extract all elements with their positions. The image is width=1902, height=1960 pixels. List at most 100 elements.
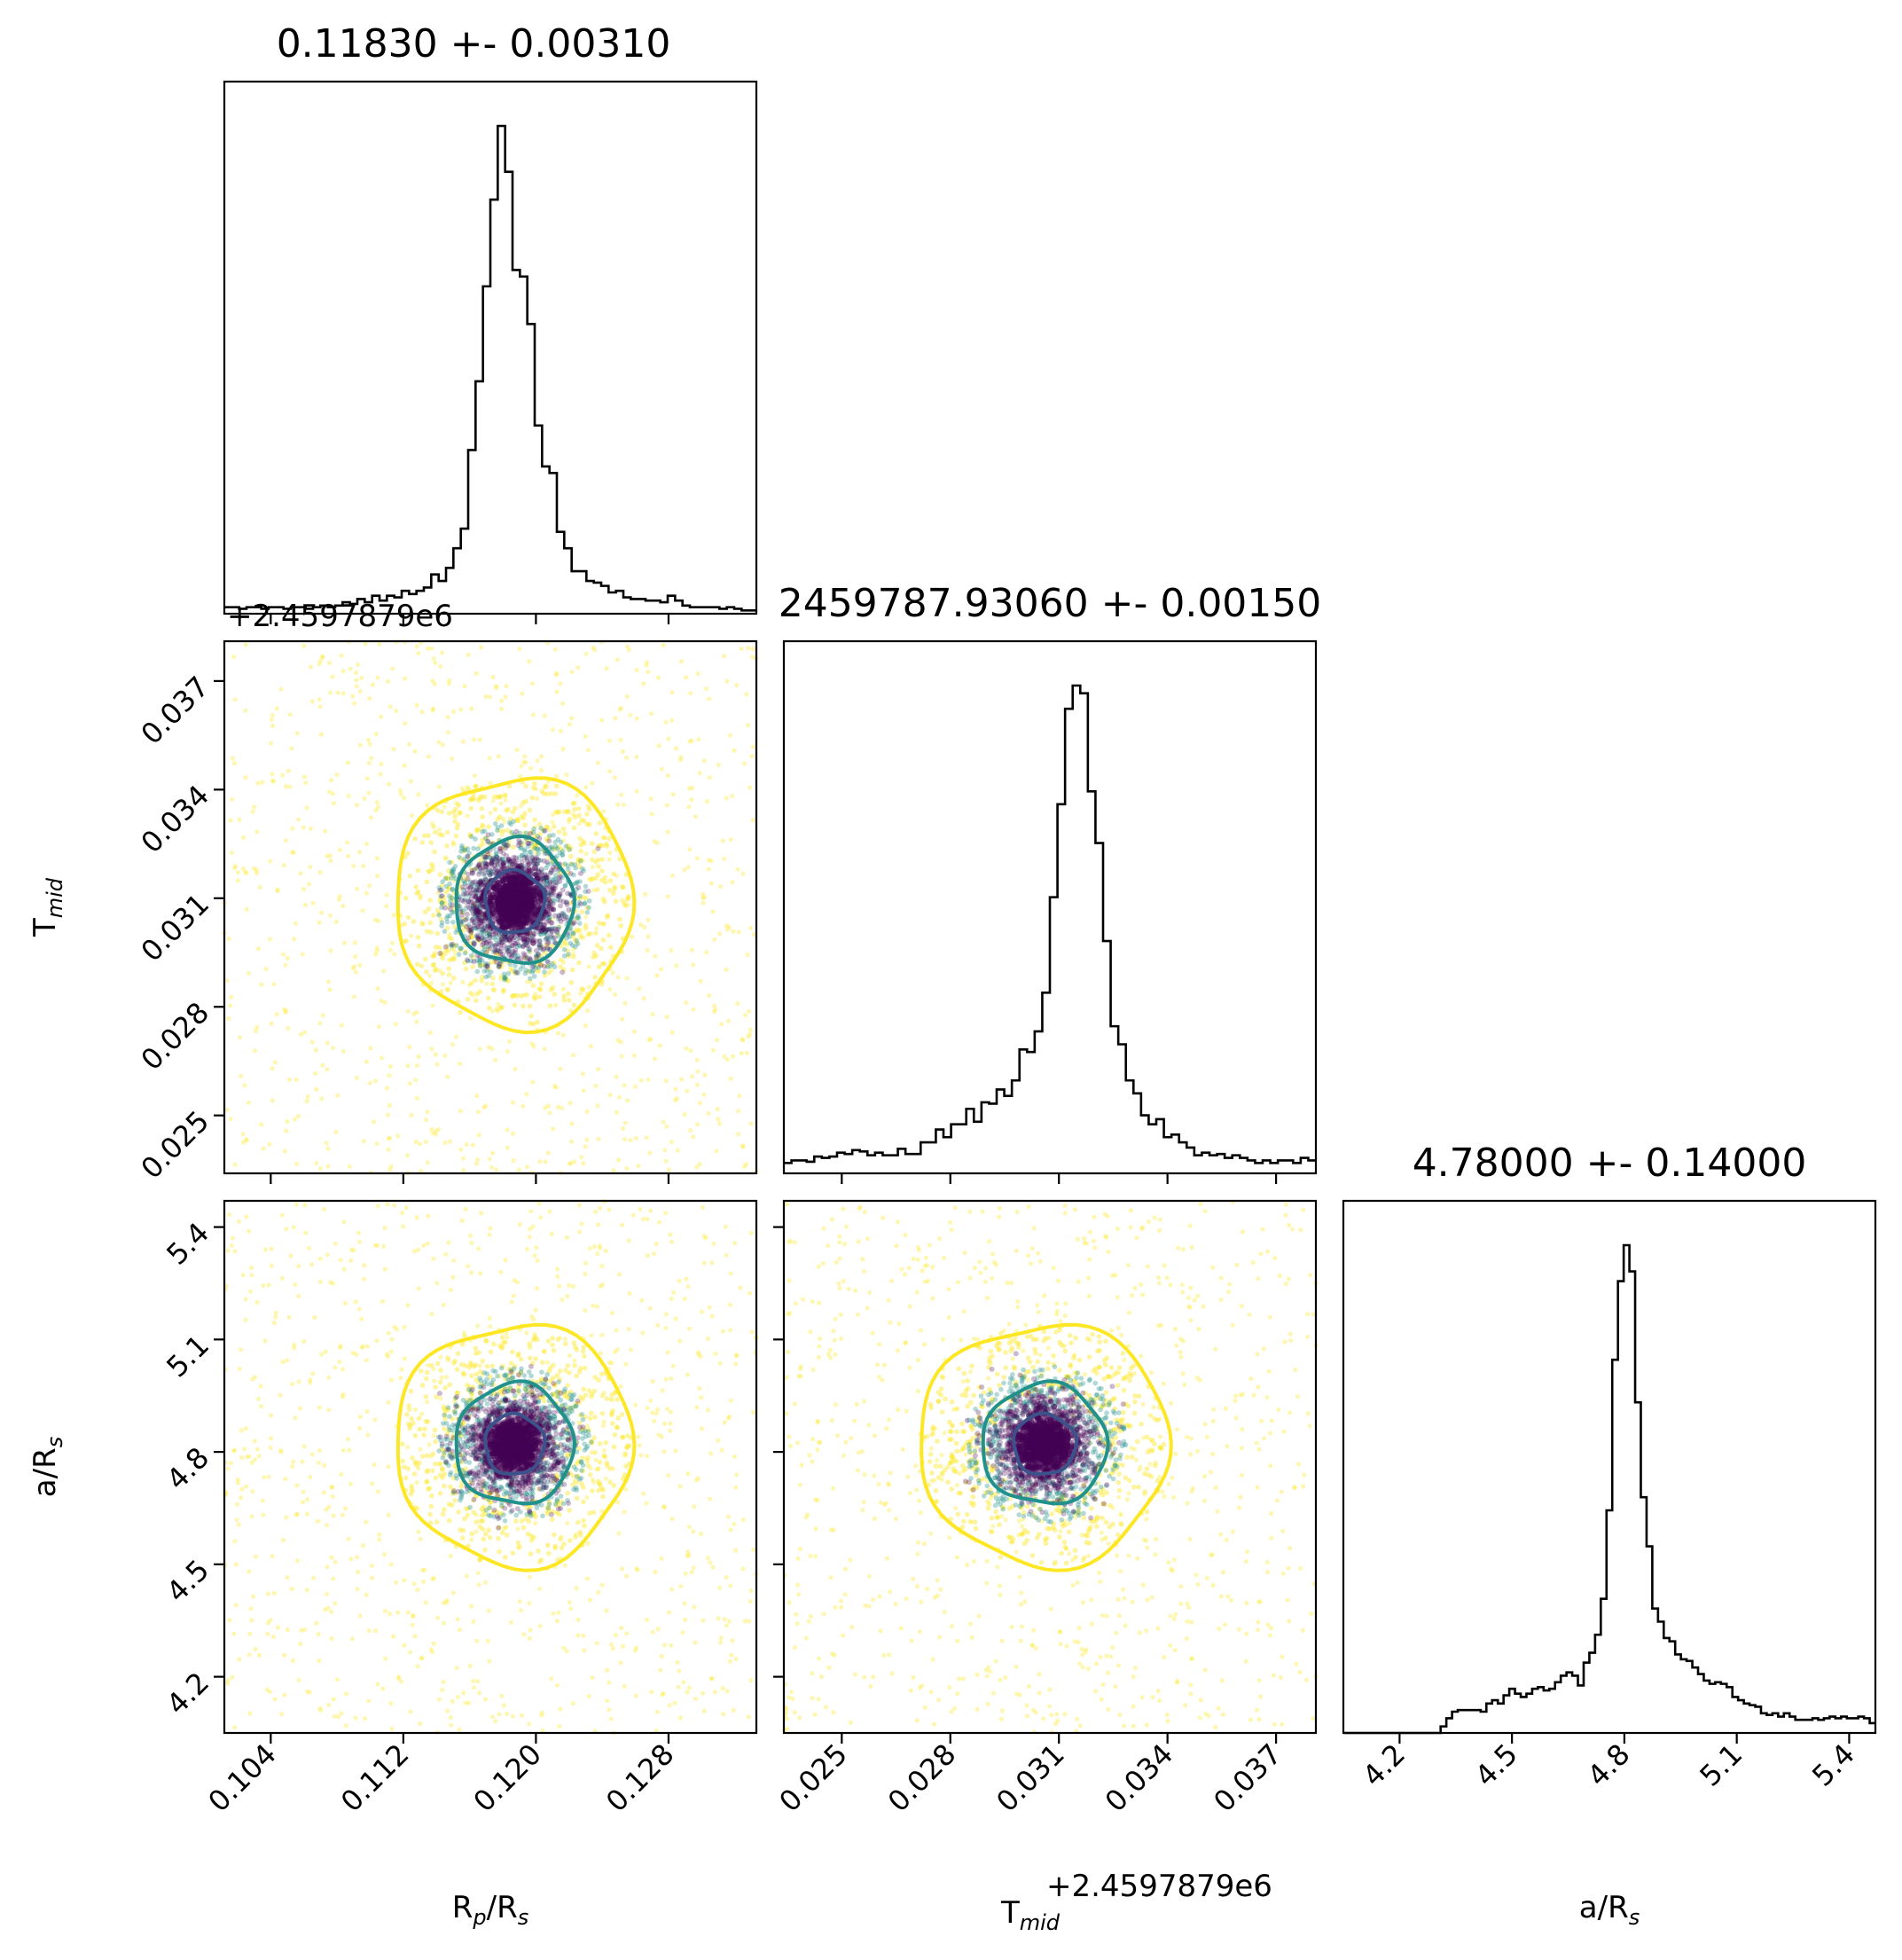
scatter-rp-ars-point — [639, 1298, 645, 1303]
scatter-rp-tmid-point — [590, 876, 596, 882]
scatter-rp-tmid-point — [549, 943, 555, 949]
scatter-rp-tmid-point — [548, 934, 553, 940]
scatter-rp-tmid-point — [624, 1165, 630, 1171]
scatter-rp-tmid-point — [574, 937, 579, 944]
scatter-rp-ars-point — [424, 1399, 430, 1405]
scatter-rp-ars-point — [469, 1603, 474, 1609]
scatter-rp-tmid-point — [521, 1103, 526, 1109]
scatter-rp-tmid-point — [405, 914, 411, 921]
scatter-rp-tmid-point — [748, 1121, 754, 1126]
scatter-rp-ars-point — [647, 1208, 654, 1213]
scatter-rp-tmid-point — [356, 850, 363, 855]
scatter-rp-ars-point — [666, 1473, 671, 1478]
scatter-rp-tmid-point — [537, 962, 544, 968]
scatter-rp-tmid-point — [571, 930, 576, 937]
scatter-rp-ars-point — [684, 1276, 689, 1282]
scatter-rp-tmid-point — [670, 792, 676, 797]
scatter-rp-tmid-point — [465, 853, 471, 859]
scatter-rp-tmid-point — [376, 1024, 381, 1030]
scatter-rp-tmid-point — [433, 660, 438, 665]
scatter-rp-ars-point — [405, 1445, 411, 1450]
scatter-rp-tmid-point — [654, 840, 660, 845]
scatter-rp-tmid-point — [442, 900, 448, 906]
scatter-rp-tmid-point — [485, 851, 491, 858]
scatter-rp-tmid-point — [252, 866, 257, 871]
scatter-rp-tmid-point — [294, 1077, 299, 1082]
scatter-rp-tmid-point — [618, 705, 623, 710]
scatter-rp-ars-point — [583, 1272, 588, 1277]
scatter-rp-tmid-point — [380, 1055, 385, 1061]
scatter-rp-tmid-point — [309, 699, 315, 704]
scatter-rp-ars-point — [317, 1279, 323, 1284]
scatter-rp-tmid-point — [270, 712, 275, 717]
scatter-rp-tmid-point — [425, 646, 430, 651]
scatter-rp-ars-point — [547, 1209, 552, 1214]
scatter-rp-tmid-point — [552, 824, 557, 829]
scatter-rp-ars-point — [403, 1475, 409, 1481]
scatter-rp-tmid-point — [486, 1005, 492, 1011]
scatter-rp-ars-point — [357, 1613, 363, 1619]
scatter-rp-tmid-point — [544, 942, 550, 948]
scatter-rp-tmid-point — [543, 929, 548, 935]
scatter-rp-tmid-point — [579, 986, 584, 992]
scatter-rp-tmid-point — [481, 871, 488, 876]
scatter-rp-tmid-point — [746, 1034, 751, 1039]
scatter-rp-tmid-point — [389, 940, 395, 945]
scatter-rp-tmid-point — [567, 819, 572, 825]
scatter-rp-tmid-point — [468, 929, 474, 935]
scatter-rp-tmid-point — [465, 957, 470, 963]
scatter-rp-tmid-point — [634, 754, 639, 760]
scatter-rp-tmid-point — [428, 861, 434, 866]
scatter-rp-tmid-point — [503, 887, 510, 894]
scatter-rp-tmid-point — [529, 681, 536, 686]
scatter-rp-tmid-point — [244, 906, 249, 912]
scatter-rp-tmid-point — [301, 887, 307, 892]
scatter-rp-tmid-point — [560, 887, 566, 893]
scatter-rp-ars-point — [241, 1446, 247, 1452]
scatter-rp-tmid-point — [476, 896, 483, 903]
scatter-rp-tmid-point — [598, 843, 603, 849]
scatter-rp-tmid-point — [500, 816, 505, 821]
scatter-rp-ars-point — [377, 1532, 382, 1537]
scatter-rp-tmid-point — [558, 839, 564, 845]
scatter-rp-tmid-point — [461, 849, 467, 854]
scatter-rp-tmid-point — [574, 939, 580, 945]
scatter-rp-tmid-point — [566, 952, 571, 957]
scatter-rp-tmid-point — [578, 842, 584, 848]
scatter-rp-ars-point — [599, 1263, 605, 1269]
scatter-rp-tmid-point — [407, 873, 413, 879]
scatter-rp-tmid-point — [292, 937, 297, 942]
scatter-rp-tmid-point — [529, 795, 536, 801]
scatter-rp-tmid-point — [240, 866, 247, 872]
scatter-rp-tmid-point — [535, 1019, 540, 1025]
scatter-rp-ars-point — [691, 1565, 696, 1571]
scatter-rp-tmid-point — [378, 772, 383, 777]
scatter-rp-ars-point — [337, 1360, 342, 1365]
scatter-rp-tmid-point — [440, 879, 445, 884]
scatter-rp-tmid-point — [450, 956, 455, 962]
scatter-rp-tmid-point — [553, 773, 560, 779]
scatter-rp-ars-point — [383, 1608, 388, 1614]
scatter-rp-tmid-point — [622, 1083, 627, 1088]
scatter-rp-tmid-point — [555, 810, 560, 815]
scatter-rp-tmid-point — [433, 1132, 438, 1137]
scatter-rp-tmid-point — [736, 1109, 741, 1114]
scatter-rp-ars-point — [701, 1690, 706, 1696]
scatter-rp-tmid-point — [414, 1062, 420, 1068]
scatter-rp-ars-point — [415, 1588, 420, 1593]
scatter-rp-ars-point — [604, 1460, 610, 1466]
scatter-rp-tmid-point — [452, 943, 458, 948]
scatter-rp-tmid-point — [461, 1156, 466, 1161]
scatter-rp-ars-point — [300, 1500, 306, 1505]
scatter-rp-tmid-point — [577, 835, 583, 842]
scatter-rp-tmid-point — [583, 922, 589, 929]
scatter-rp-tmid-point — [450, 756, 455, 762]
scatter-rp-tmid-point — [512, 992, 518, 999]
scatter-rp-ars-point — [654, 1709, 661, 1714]
scatter-rp-ars-point — [751, 1547, 756, 1552]
scatter-rp-tmid-point — [615, 1157, 622, 1163]
scatter-rp-tmid-point — [448, 898, 453, 904]
scatter-rp-tmid-point — [510, 844, 516, 850]
scatter-rp-tmid-point — [470, 954, 476, 960]
scatter-rp-ars-point — [327, 1280, 333, 1285]
